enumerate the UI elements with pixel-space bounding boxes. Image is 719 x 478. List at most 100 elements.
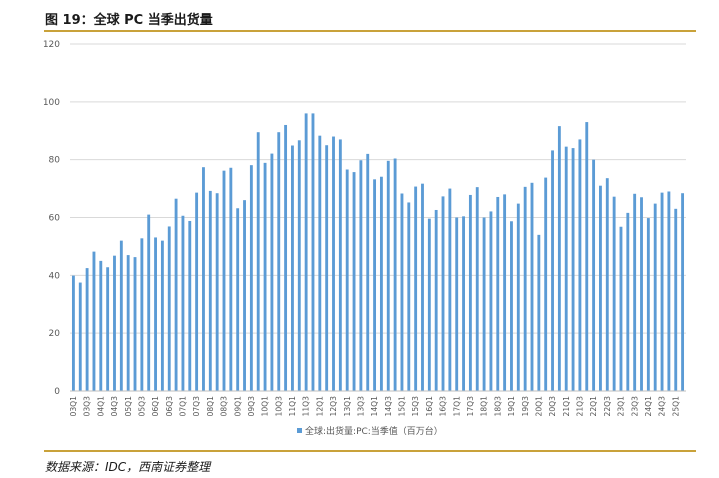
bar-14Q4 [393,158,397,391]
bar-19Q1 [510,221,513,391]
x-tick-label: 24Q1 [644,396,653,417]
bar-13Q1 [345,169,349,391]
x-axis-ticks: 03Q1 03Q3 04Q1 04Q3 05Q1 05Q3 06Q1 06Q3 07Q1 07Q3… [69,396,680,417]
x-tick-label: 11Q3 [302,396,311,417]
x-tick-label: 06Q3 [165,396,174,417]
bar-20Q1 [537,234,541,391]
x-tick-label: 14Q1 [370,396,379,417]
x-tick-label: 13Q1 [343,396,352,417]
x-tick-label: 11Q1 [288,396,297,417]
bar-19Q4 [530,182,534,391]
x-tick-label: 03Q1 [69,396,78,417]
bar-08Q4 [229,167,233,391]
bar-10Q3 [277,132,281,391]
bar-12Q1 [318,135,322,391]
bar-24Q1 [646,218,650,391]
bar-24Q3 [660,192,664,391]
bar-17Q1 [455,217,459,391]
bar-06Q1 [154,237,157,391]
legend-swatch [297,428,302,433]
y-tick-label: 80 [49,156,61,166]
x-tick-label: 08Q1 [206,396,215,417]
bar-09Q3 [249,165,253,391]
bar-15Q2 [407,202,411,391]
bar-10Q4 [284,124,288,391]
y-tick-label: 60 [49,214,61,224]
bar-06Q3 [167,226,171,391]
bar-03Q4 [92,251,96,391]
bar-05Q4 [147,214,151,391]
bar-21Q2 [571,148,575,391]
bar-22Q4 [612,196,616,391]
x-tick-label: 20Q1 [534,396,543,417]
bar-03Q1 [71,275,75,391]
x-tick-label: 18Q3 [493,396,502,417]
bar-03Q2 [78,282,82,391]
bar-16Q4 [448,188,452,391]
legend: 全球:出货量:PC:当季值（百万台） [297,425,443,437]
x-tick-label: 04Q1 [96,396,105,417]
x-tick-label: 25Q1 [671,396,680,417]
bar-18Q4 [503,194,507,391]
bar-23Q1 [619,226,623,391]
bar-10Q2 [270,153,274,391]
y-tick-label: 100 [43,98,60,108]
bar-07Q1 [181,215,185,391]
bar-14Q1 [373,179,377,391]
legend-label: 全球:出货量:PC:当季值（百万台） [305,425,443,437]
x-tick-label: 14Q3 [384,396,393,417]
bar-05Q3 [140,238,144,391]
source-note: 数据来源：IDC，西南证券整理 [45,460,211,474]
bar-17Q3 [468,194,472,391]
bar-07Q4 [202,167,205,391]
bar-10Q1 [263,162,267,391]
bar-09Q1 [236,208,240,391]
bar-11Q1 [291,145,294,391]
bar-25Q2 [681,193,685,391]
bar-series [71,113,685,392]
x-tick-label: 12Q1 [315,396,324,417]
bar-22Q2 [599,185,602,391]
bar-18Q2 [489,211,493,391]
x-tick-label: 23Q1 [617,396,626,417]
x-tick-label: 18Q1 [480,396,489,417]
bar-20Q2 [544,177,548,391]
x-tick-label: 09Q3 [247,396,256,417]
figure-title: 图 19：全球 PC 当季出货量 [45,13,213,28]
x-tick-label: 23Q3 [630,396,639,417]
bar-09Q2 [243,200,246,391]
x-tick-label: 19Q1 [507,396,516,417]
x-tick-label: 13Q3 [356,396,365,417]
bar-23Q4 [640,197,643,391]
bar-16Q1 [427,218,431,391]
bar-14Q3 [386,160,390,391]
bar-24Q2 [653,203,657,391]
bar-18Q3 [496,196,500,391]
bar-04Q4 [119,240,123,391]
bar-04Q3 [113,255,116,391]
y-tick-label: 120 [43,40,60,50]
bar-03Q3 [85,268,89,391]
bar-06Q4 [174,198,178,391]
x-tick-label: 19Q3 [521,396,530,417]
bar-07Q2 [188,220,192,391]
x-tick-label: 15Q3 [411,396,420,417]
bar-15Q4 [421,183,424,391]
x-tick-label: 21Q1 [562,396,571,417]
x-tick-label: 04Q3 [110,396,119,417]
x-tick-label: 10Q1 [261,396,270,417]
top-rule [44,30,696,32]
x-tick-label: 21Q3 [576,396,585,417]
bar-12Q3 [332,136,335,391]
bar-18Q1 [482,217,486,391]
x-tick-label: 07Q1 [179,396,188,417]
bar-08Q2 [215,193,219,391]
bar-08Q1 [208,190,212,391]
bar-04Q1 [99,260,103,392]
x-tick-label: 16Q1 [425,396,434,417]
bar-25Q1 [674,208,678,391]
bar-13Q4 [366,153,370,391]
bar-05Q2 [133,257,137,391]
bar-22Q3 [605,178,609,391]
bar-12Q2 [325,145,329,391]
